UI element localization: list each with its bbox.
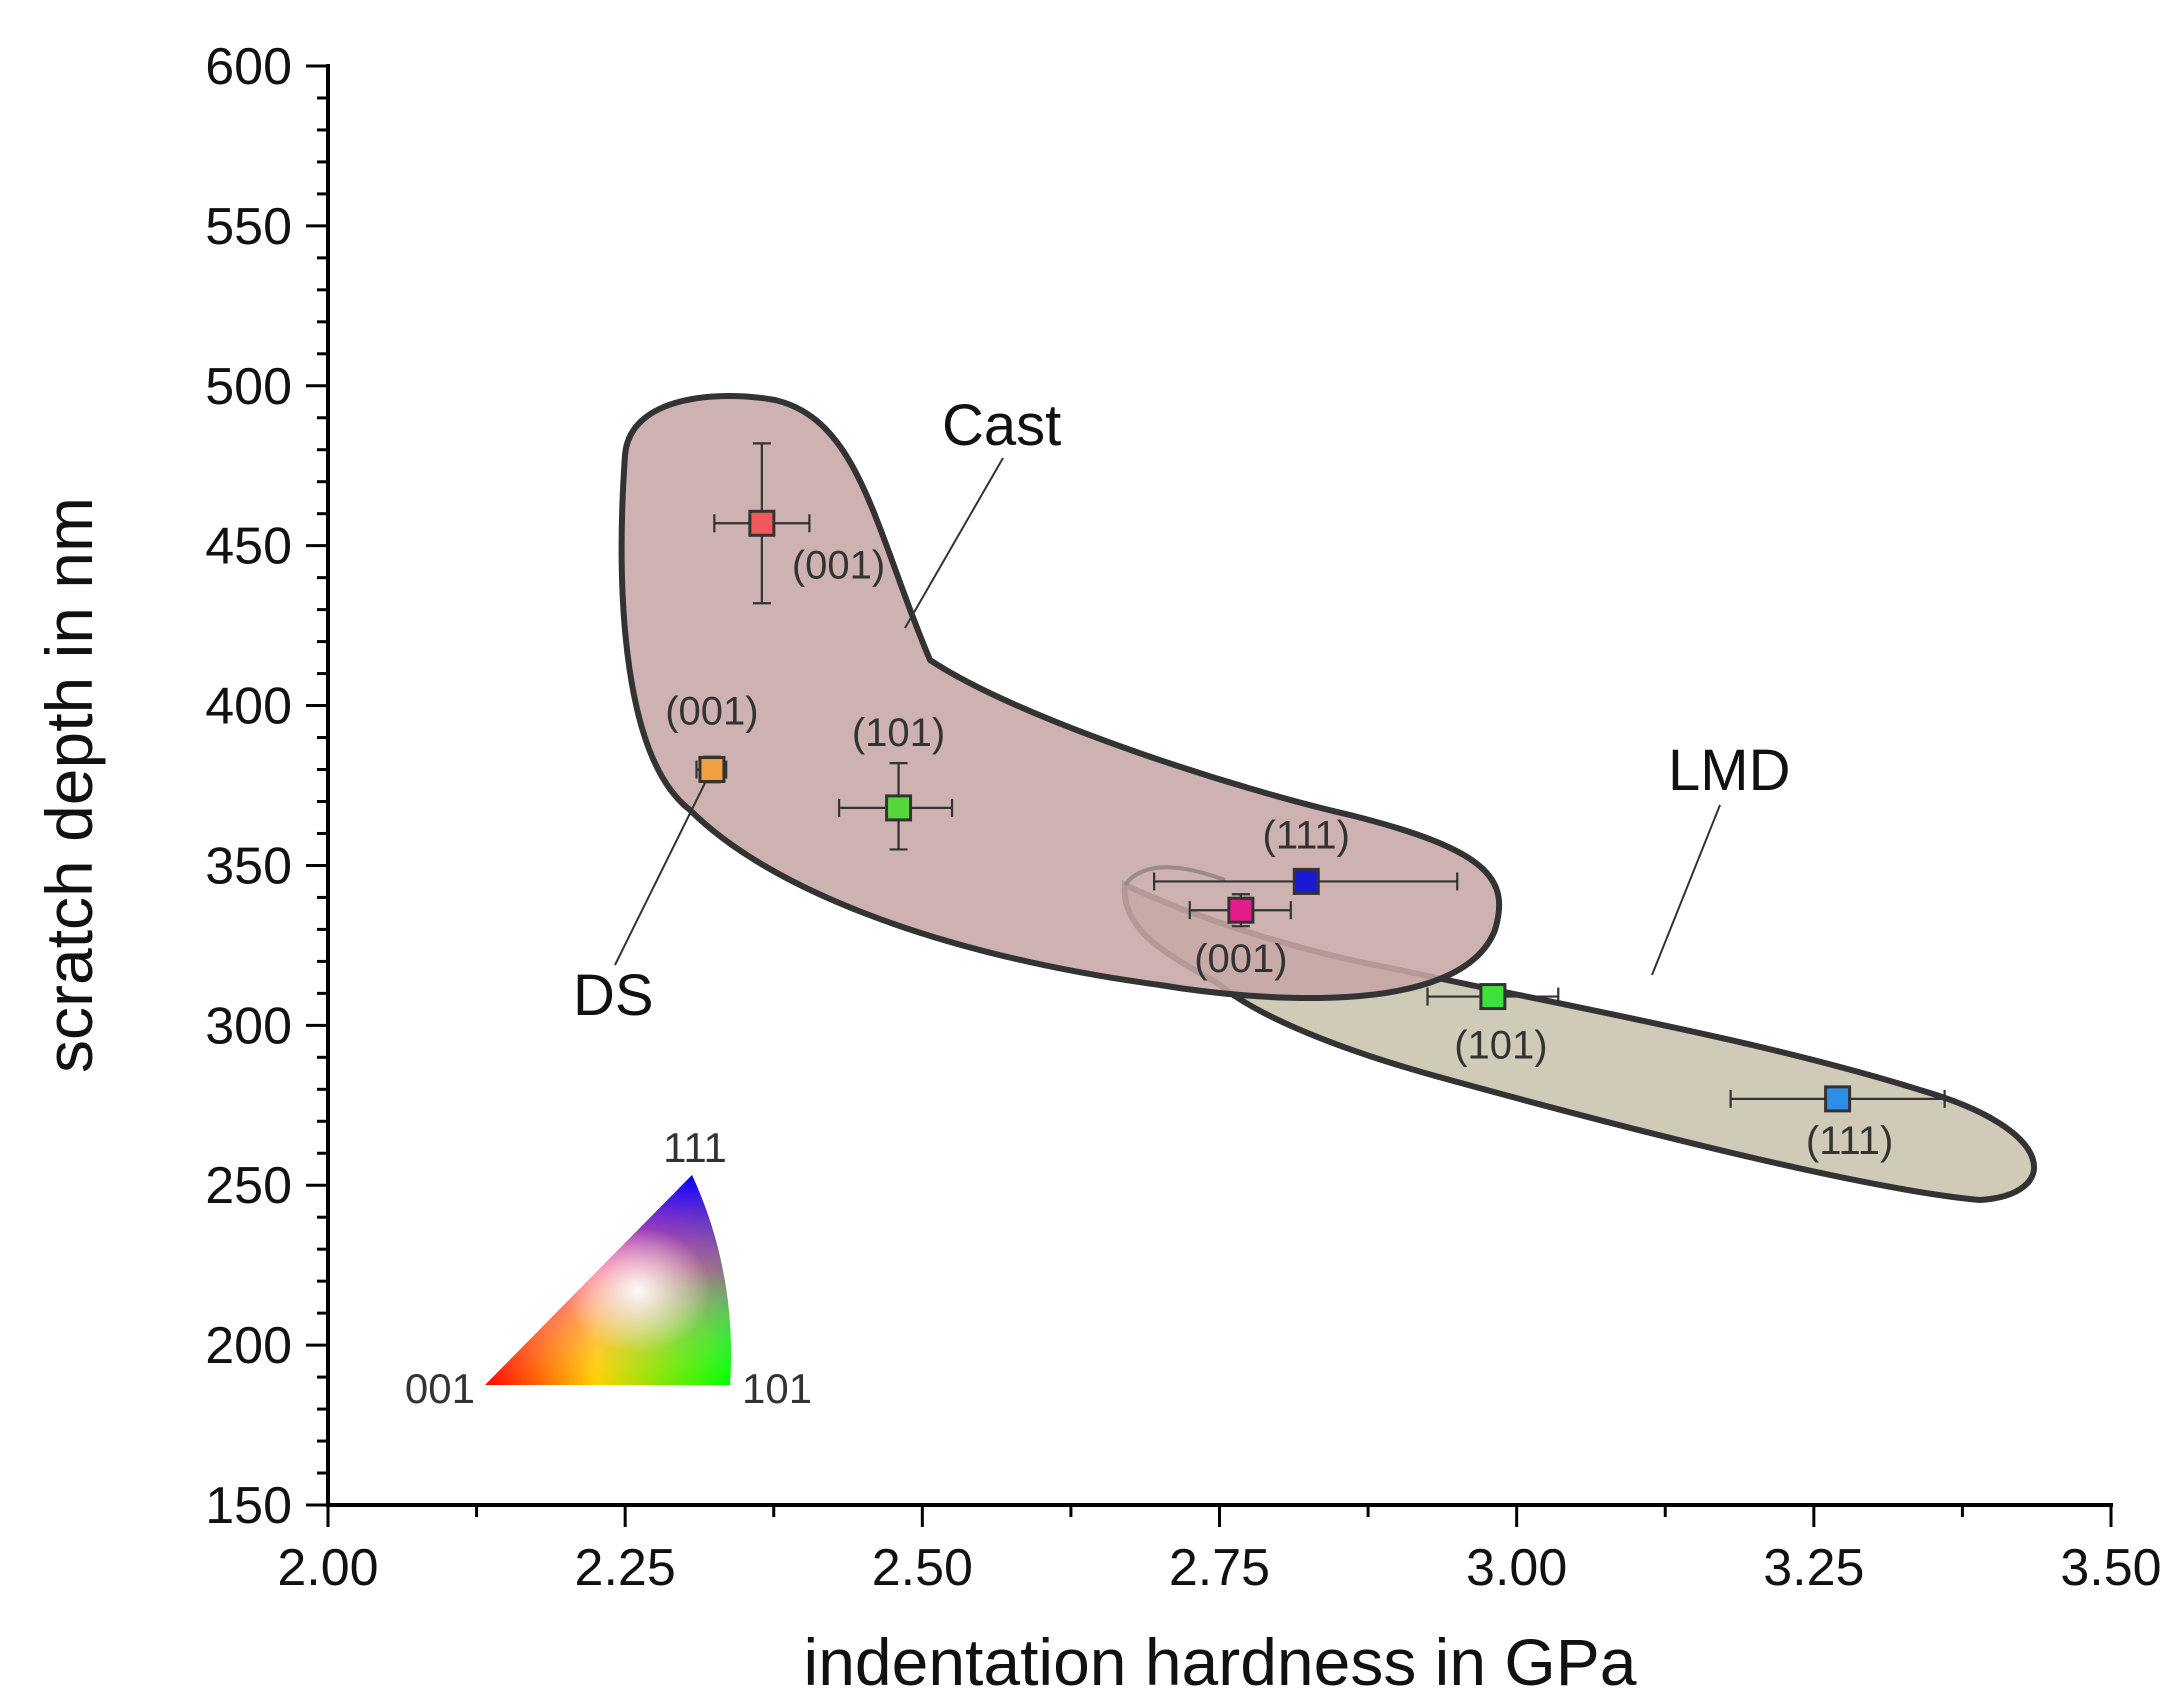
data-point-cast-101 bbox=[885, 794, 913, 822]
ipf-triangle-white bbox=[485, 1175, 732, 1385]
y-tick-label: 200 bbox=[205, 1317, 292, 1375]
x-tick-label: 3.25 bbox=[1763, 1539, 1864, 1597]
x-tick-label: 2.50 bbox=[872, 1539, 973, 1597]
x-tick-label: 2.00 bbox=[277, 1539, 378, 1597]
region-cast bbox=[618, 392, 1503, 1002]
y-axis-title: scratch depth in nm bbox=[32, 497, 106, 1073]
x-tick-label: 2.75 bbox=[1169, 1539, 1270, 1597]
region-label-ds: DS bbox=[573, 963, 654, 1028]
data-point-ds-001 bbox=[698, 756, 726, 784]
point-label: (001) bbox=[792, 543, 885, 587]
y-tick-label: 250 bbox=[205, 1157, 292, 1215]
point-label: (001) bbox=[1194, 937, 1287, 981]
lmd-leader-line bbox=[1651, 804, 1721, 976]
region-label-lmd: LMD bbox=[1668, 738, 1790, 803]
data-point-cast-111 bbox=[1292, 867, 1320, 895]
y-tick-label: 500 bbox=[205, 358, 292, 416]
point-label: (101) bbox=[1454, 1024, 1547, 1068]
y-tick-label: 450 bbox=[205, 518, 292, 576]
region-label-cast: Cast bbox=[942, 393, 1061, 458]
y-tick-label: 150 bbox=[205, 1477, 292, 1535]
data-point-lmd-001 bbox=[1227, 896, 1255, 924]
data-point-lmd-111 bbox=[1824, 1085, 1852, 1113]
y-tick-label: 400 bbox=[205, 678, 292, 736]
data-point-cast-001 bbox=[748, 509, 776, 537]
y-tick-label: 300 bbox=[205, 997, 292, 1055]
point-label: (101) bbox=[852, 711, 945, 755]
ipf-label-111: 111 bbox=[663, 1124, 727, 1171]
x-tick-label: 3.50 bbox=[2060, 1539, 2161, 1597]
cast-leader-line bbox=[904, 457, 1004, 629]
data-point-lmd-101 bbox=[1479, 983, 1507, 1011]
point-label: (001) bbox=[665, 690, 758, 734]
ipf-label-001: 001 bbox=[405, 1365, 475, 1412]
x-tick-label: 2.25 bbox=[575, 1539, 676, 1597]
point-label: (111) bbox=[1806, 1119, 1893, 1163]
point-label: (111) bbox=[1263, 813, 1350, 857]
region-lmd-hidden-edge bbox=[1123, 865, 1226, 887]
x-axis-title: indentation hardness in GPa bbox=[804, 1625, 1637, 1699]
ipf-label-101: 101 bbox=[742, 1365, 812, 1412]
x-tick-label: 3.00 bbox=[1466, 1539, 1567, 1597]
y-tick-label: 350 bbox=[205, 837, 292, 895]
ds-leader-line bbox=[614, 782, 706, 966]
y-tick-label: 600 bbox=[205, 38, 292, 96]
ipf-legend: 001 101 111 bbox=[405, 1124, 812, 1412]
y-tick-label: 550 bbox=[205, 198, 292, 256]
